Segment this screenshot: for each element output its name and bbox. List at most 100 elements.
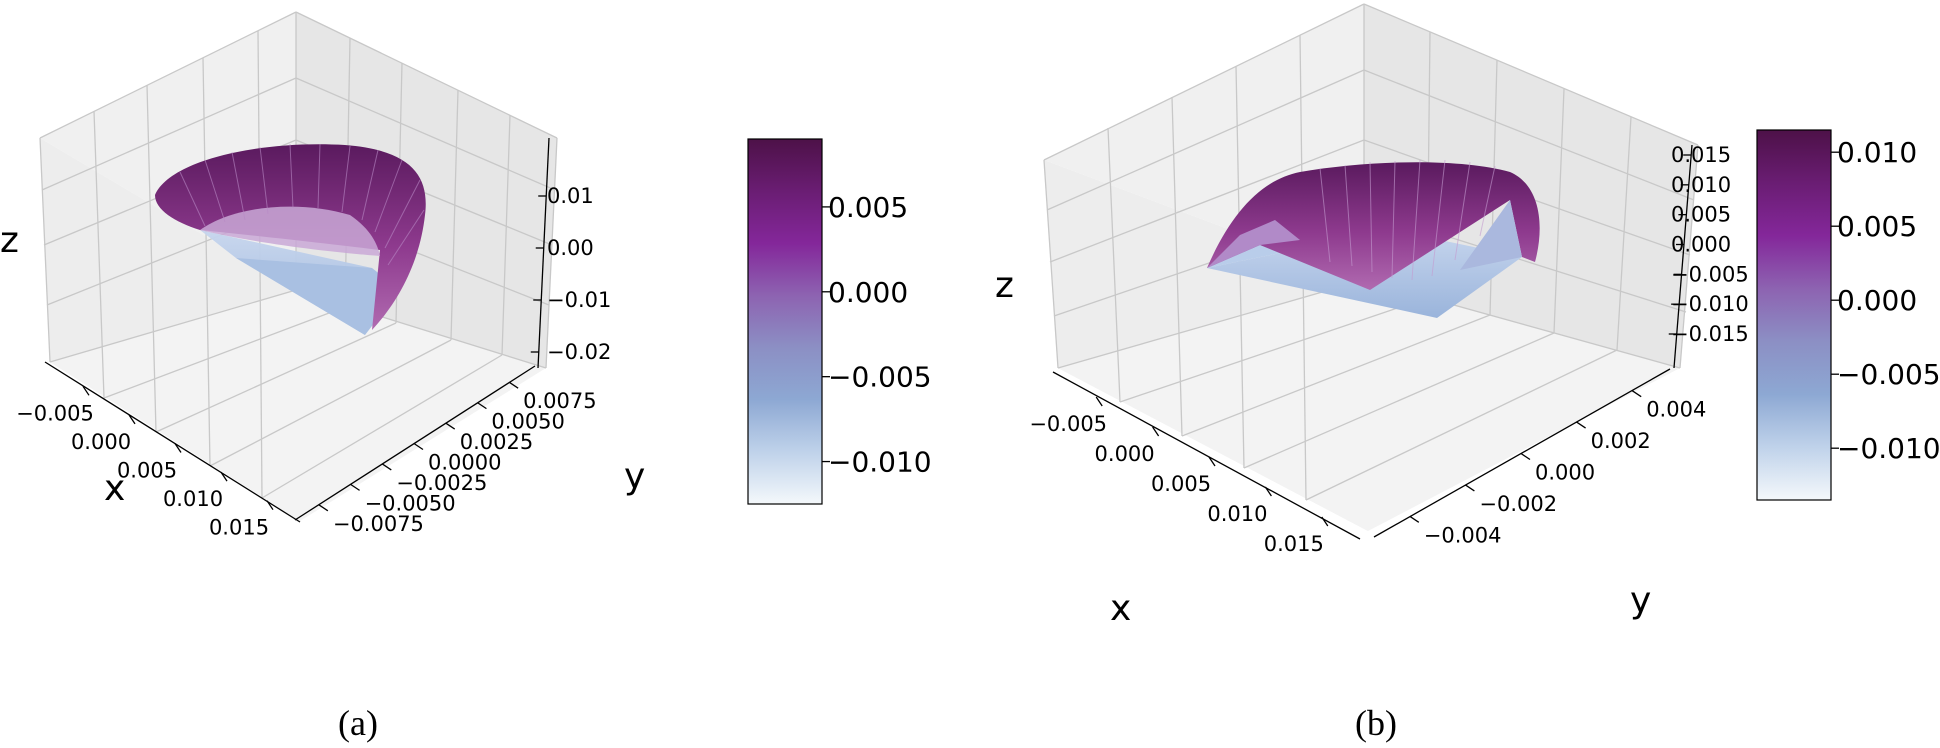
x-tick-mark: [1095, 396, 1103, 407]
panel-a-surface-stripes: [179, 143, 425, 266]
x-tick-mark: [128, 414, 136, 425]
panel-b-x-ticks: −0.005 0.000 0.005 0.010 0.015: [1029, 371, 1361, 556]
x-axis-line: [44, 361, 301, 523]
panel-a-caption: (a): [338, 703, 378, 743]
panel-a-x-ticks: −0.005 0.000 0.005 0.010 0.015: [16, 361, 301, 540]
panel-a-y-ticks: 0.00750.00500.00250.0000−0.0025−0.0050−0…: [294, 365, 597, 536]
z-tick-label: 0.000: [1671, 233, 1731, 257]
panel-b-x-axis-label: x: [1110, 588, 1131, 629]
panel-a-floor-pane: [50, 290, 546, 521]
y-tick-label: 0.0075: [523, 389, 596, 413]
panel-a-z-axis-label: z: [0, 220, 19, 261]
panel-b-surface-outer: [1207, 162, 1540, 290]
y-tick-mark: [1576, 421, 1586, 429]
x-tick-label: 0.005: [117, 459, 177, 483]
z-tick-label: −0.01: [547, 288, 611, 312]
colorbar-tick-label: 0.005: [1837, 210, 1917, 243]
y-axis-line: [1373, 368, 1671, 538]
y-tick-mark: [445, 422, 456, 430]
colorbar-tick-label: −0.005: [828, 361, 932, 394]
colorbar-tick-label: 0.005: [828, 191, 908, 224]
x-axis-line: [1052, 371, 1361, 540]
panel-b-surface-inner-left: [1207, 220, 1300, 268]
z-axis-line: [537, 137, 550, 369]
x-tick-mark: [266, 500, 274, 511]
y-tick-mark: [477, 402, 487, 410]
x-tick-mark: [82, 385, 90, 396]
x-tick-label: 0.010: [1207, 502, 1267, 526]
panel-a-z-ticks: 0.01 0.00 −0.01 −0.02: [530, 137, 611, 369]
y-tick-label: 0.0050: [491, 410, 564, 434]
y-axis-line: [294, 365, 536, 521]
panel-a-x-axis-label: x: [104, 468, 125, 509]
y-tick-mark: [318, 504, 329, 512]
y-tick-label: 0.002: [1591, 429, 1651, 453]
y-tick-label: 0.0000: [428, 451, 501, 475]
z-axis-line: [1673, 144, 1693, 369]
panel-b-y-ticks: 0.004 0.002 0.000 −0.002 −0.004: [1373, 368, 1706, 547]
y-tick-mark: [413, 442, 424, 451]
y-tick-label: 0.0025: [460, 430, 533, 454]
y-tick-label: −0.002: [1479, 492, 1557, 516]
panel-b-z-ticks: 0.015 0.010 0.005 0.000 −0.005 −0.010 −0.015: [1668, 143, 1749, 369]
x-tick-label: 0.015: [209, 516, 269, 540]
panel-a-colorbar-ticks: 0.005 0.000 −0.005 −0.010: [822, 191, 932, 479]
panel-b: 0.015 0.010 0.005 0.000 −0.005 −0.010 −0.015 −…: [995, 3, 1940, 743]
panel-b-surface: [1207, 159, 1540, 318]
panel-b-z-axis-label: z: [995, 265, 1014, 306]
x-tick-label: −0.005: [1029, 412, 1107, 436]
y-tick-mark: [350, 483, 360, 491]
z-tick-label: 0.01: [547, 184, 594, 208]
y-tick-mark: [1631, 390, 1642, 398]
z-tick-label: 0.015: [1671, 143, 1731, 167]
panel-b-caption: (b): [1355, 703, 1397, 743]
x-tick-label: 0.015: [1264, 532, 1324, 556]
colorbar-tick-label: 0.000: [1837, 284, 1917, 317]
x-tick-mark: [1264, 486, 1272, 497]
y-tick-mark: [1409, 515, 1420, 523]
x-tick-mark: [174, 443, 182, 453]
panel-a-y-axis-label: y: [624, 456, 645, 497]
z-tick-label: −0.02: [547, 340, 611, 364]
panel-b-y-axis-label: y: [1630, 580, 1651, 621]
panel-a: 0.01 0.00 −0.01 −0.02 −0.005 0.000 0.005 0.010…: [0, 11, 932, 743]
x-tick-label: 0.010: [163, 487, 223, 511]
y-tick-mark: [508, 381, 519, 389]
z-tick-label: 0.010: [1671, 173, 1731, 197]
y-tick-label: −0.0050: [365, 491, 456, 515]
panel-a-surface-low-face-2: [236, 258, 400, 335]
y-tick-label: −0.0025: [396, 471, 487, 495]
y-tick-mark: [1465, 484, 1475, 492]
z-tick-label: −0.005: [1671, 262, 1749, 286]
x-tick-mark: [1152, 426, 1160, 437]
x-tick-label: 0.000: [71, 430, 131, 454]
y-tick-mark: [381, 463, 392, 471]
x-tick-label: 0.000: [1095, 442, 1155, 466]
panel-b-floor-pane: [1058, 280, 1680, 531]
x-tick-label: 0.005: [1151, 472, 1211, 496]
x-tick-mark: [1208, 456, 1216, 467]
colorbar-tick-label: 0.000: [828, 276, 908, 309]
y-tick-label: −0.0075: [333, 512, 424, 536]
panel-b-surface-stripes: [1319, 159, 1496, 281]
panel-b-colorbar: [1756, 129, 1832, 501]
z-tick-label: −0.010: [1671, 292, 1749, 316]
x-tick-mark: [220, 471, 228, 482]
colorbar-tick-label: −0.010: [828, 446, 932, 479]
x-tick-mark: [1321, 516, 1329, 527]
y-tick-label: 0.004: [1646, 398, 1706, 422]
panel-b-colorbar-ticks: 0.010 0.005 0.000 −0.005 −0.010: [1831, 136, 1940, 465]
y-tick-label: 0.000: [1535, 461, 1595, 485]
y-tick-mark: [1520, 452, 1531, 461]
y-tick-label: −0.004: [1424, 523, 1502, 547]
panel-b-surface-inner-right: [1460, 200, 1522, 270]
z-tick-label: 0.00: [547, 236, 594, 260]
z-tick-label: −0.015: [1671, 322, 1749, 346]
panel-a-surface: [155, 143, 426, 335]
colorbar-tick-label: −0.010: [1837, 432, 1940, 465]
x-tick-label: −0.005: [16, 401, 94, 425]
z-tick-label: 0.005: [1671, 203, 1731, 227]
colorbar-tick-label: −0.005: [1837, 358, 1940, 391]
panel-a-colorbar: [747, 138, 823, 505]
